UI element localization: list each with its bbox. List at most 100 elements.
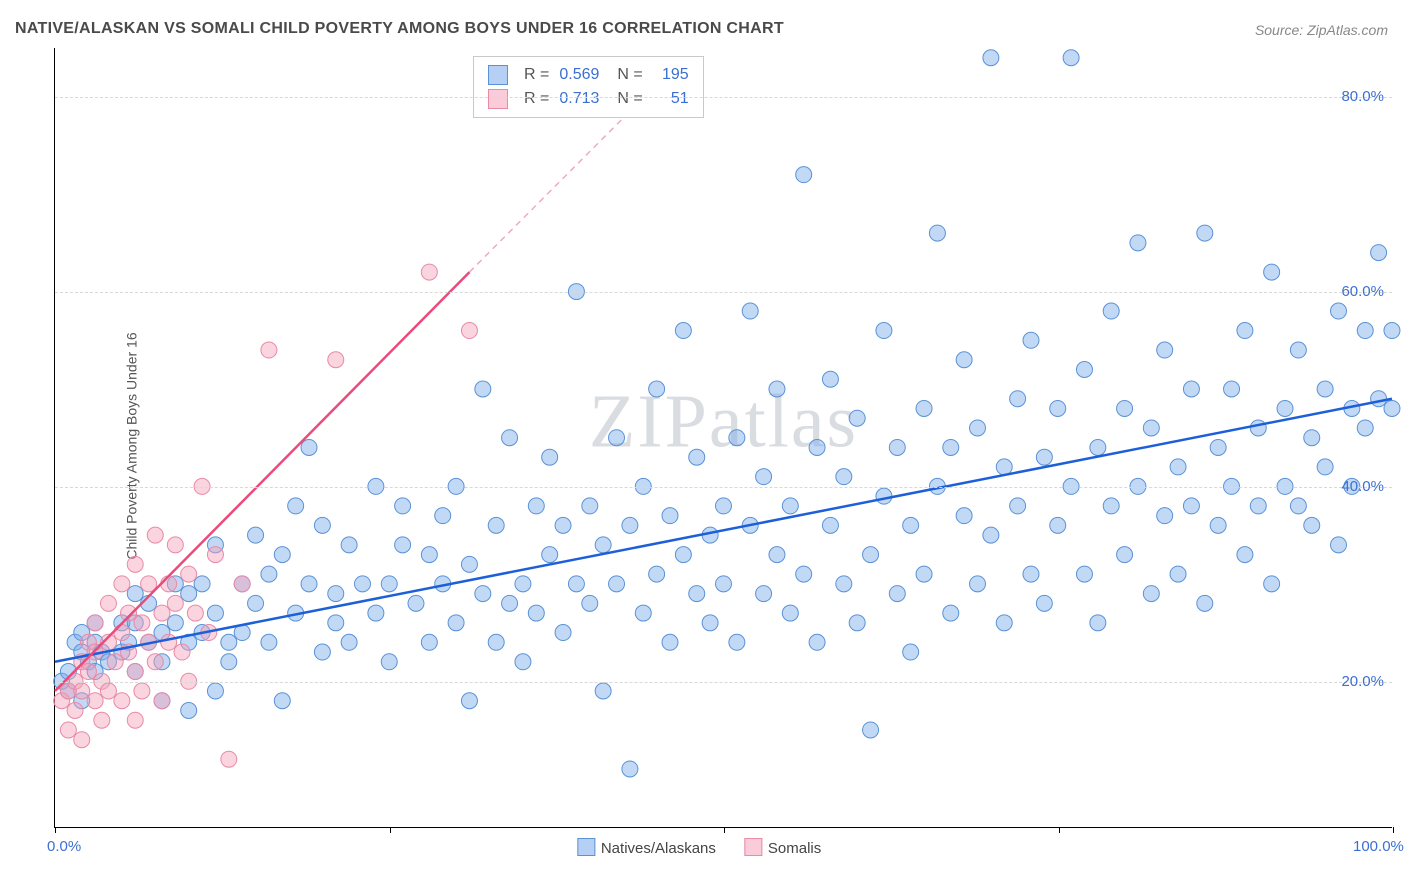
data-point: [582, 595, 598, 611]
data-point: [421, 264, 437, 280]
data-point: [421, 547, 437, 563]
data-point: [782, 498, 798, 514]
data-point: [729, 634, 745, 650]
data-point: [849, 615, 865, 631]
data-point: [314, 517, 330, 533]
stats-row: R = 0.569 N = 195: [488, 63, 689, 87]
data-point: [689, 586, 705, 602]
data-point: [127, 664, 143, 680]
x-tick-mark: [1393, 827, 1394, 833]
data-point: [1170, 566, 1186, 582]
data-point: [635, 605, 651, 621]
data-point: [488, 634, 504, 650]
legend-swatch: [744, 838, 762, 856]
stat-n-label: N =: [617, 87, 642, 111]
data-point: [488, 517, 504, 533]
data-point: [609, 576, 625, 592]
data-point: [1103, 303, 1119, 319]
data-point: [127, 556, 143, 572]
data-point: [261, 566, 277, 582]
data-point: [622, 517, 638, 533]
data-point: [475, 586, 491, 602]
stats-row: R = 0.713 N = 51: [488, 87, 689, 111]
data-point: [87, 693, 103, 709]
data-point: [161, 634, 177, 650]
data-point: [662, 508, 678, 524]
data-point: [67, 702, 83, 718]
legend-swatch: [488, 65, 508, 85]
data-point: [1264, 576, 1280, 592]
data-point: [622, 761, 638, 777]
data-point: [194, 576, 210, 592]
source-name: ZipAtlas.com: [1307, 22, 1388, 38]
data-point: [127, 712, 143, 728]
data-point: [87, 615, 103, 631]
data-point: [956, 508, 972, 524]
data-point: [796, 566, 812, 582]
x-tick-mark: [390, 827, 391, 833]
data-point: [889, 586, 905, 602]
data-point: [649, 566, 665, 582]
data-point: [154, 605, 170, 621]
stat-r-value: 0.569: [559, 63, 607, 87]
data-point: [568, 576, 584, 592]
grid-line: [55, 487, 1392, 488]
data-point: [134, 683, 150, 699]
x-tick-mark: [55, 827, 56, 833]
data-point: [1130, 235, 1146, 251]
data-point: [74, 732, 90, 748]
data-point: [1330, 303, 1346, 319]
stat-n-value: 195: [653, 63, 689, 87]
regression-line-pink: [55, 272, 469, 691]
data-point: [1143, 586, 1159, 602]
data-point: [1371, 245, 1387, 261]
data-point: [715, 498, 731, 514]
data-point: [702, 615, 718, 631]
data-point: [381, 654, 397, 670]
data-point: [167, 615, 183, 631]
data-point: [1036, 595, 1052, 611]
data-point: [542, 449, 558, 465]
data-point: [261, 634, 277, 650]
data-point: [1210, 439, 1226, 455]
chart-title: NATIVE/ALASKAN VS SOMALI CHILD POVERTY A…: [15, 20, 784, 38]
data-point: [1237, 547, 1253, 563]
data-point: [515, 576, 531, 592]
data-point: [1371, 391, 1387, 407]
data-point: [1264, 264, 1280, 280]
data-point: [1277, 400, 1293, 416]
legend-swatch: [577, 838, 595, 856]
data-point: [903, 517, 919, 533]
data-point: [1050, 400, 1066, 416]
data-point: [408, 595, 424, 611]
data-point: [996, 459, 1012, 475]
data-point: [207, 547, 223, 563]
data-point: [863, 722, 879, 738]
data-point: [1183, 381, 1199, 397]
data-point: [107, 654, 123, 670]
data-point: [134, 615, 150, 631]
x-tick-label: 0.0%: [47, 838, 81, 855]
data-point: [207, 605, 223, 621]
legend-label: Somalis: [768, 840, 821, 857]
data-point: [100, 683, 116, 699]
data-point: [368, 605, 384, 621]
data-point: [261, 342, 277, 358]
data-point: [1103, 498, 1119, 514]
grid-line: [55, 682, 1392, 683]
stat-n-label: N =: [617, 63, 642, 87]
data-point: [1023, 332, 1039, 348]
data-point: [742, 303, 758, 319]
data-point: [595, 537, 611, 553]
data-point: [929, 225, 945, 241]
data-point: [769, 381, 785, 397]
data-point: [1384, 323, 1400, 339]
data-point: [876, 323, 892, 339]
data-point: [729, 430, 745, 446]
y-tick-label: 60.0%: [1341, 283, 1384, 300]
data-point: [1250, 420, 1266, 436]
legend-bottom: Natives/AlaskansSomalis: [577, 838, 821, 857]
data-point: [248, 595, 264, 611]
data-point: [822, 371, 838, 387]
data-point: [836, 576, 852, 592]
